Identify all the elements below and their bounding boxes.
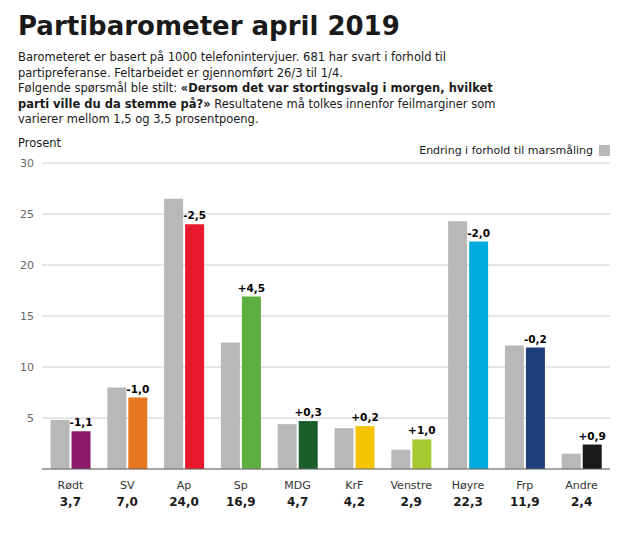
svg-text:Andre: Andre — [565, 478, 598, 491]
html-text:Følgende spørsmål ble stilt: «: Følgende spørsmål ble stilt: «Dersom det… — [18, 81, 493, 95]
svg-text:SV: SV — [120, 478, 135, 491]
svg-text:25: 25 — [20, 207, 34, 220]
svg-text:-1,1: -1,1 — [70, 416, 93, 428]
svg-text:5: 5 — [27, 411, 34, 424]
html-text:Prosent: Prosent — [18, 135, 62, 150]
html-text:Partibarometer april 2019: Partibarometer april 2019 — [18, 11, 400, 41]
svg-text:MDG: MDG — [284, 478, 311, 491]
svg-text:4,7: 4,7 — [287, 494, 308, 508]
html-text:varierer mellom 1,5 og 3,5 pro: varierer mellom 1,5 og 3,5 prosentpoeng. — [18, 112, 259, 126]
svg-text:2,4: 2,4 — [571, 494, 592, 508]
svg-text:22,3: 22,3 — [453, 494, 483, 508]
svg-text:2,9: 2,9 — [401, 494, 422, 508]
svg-text:15: 15 — [20, 309, 34, 322]
svg-text:-2,0: -2,0 — [467, 226, 490, 238]
svg-text:-1,0: -1,0 — [126, 382, 149, 394]
svg-text:Frp: Frp — [516, 478, 533, 491]
svg-text:Høyre: Høyre — [452, 478, 485, 491]
svg-text:30: 30 — [20, 156, 34, 169]
svg-text:Venstre: Venstre — [390, 478, 432, 491]
svg-text:Ap: Ap — [177, 478, 192, 491]
html-text:partipreferanse. Feltarbeidet: partipreferanse. Feltarbeidet er gjennom… — [18, 65, 343, 80]
svg-text:24,0: 24,0 — [169, 494, 199, 508]
svg-text:Sp: Sp — [234, 478, 248, 491]
svg-text:+4,5: +4,5 — [238, 281, 265, 293]
svg-text:7,0: 7,0 — [117, 494, 138, 508]
svg-text:+0,9: +0,9 — [579, 429, 606, 441]
svg-text:3,7: 3,7 — [60, 494, 81, 508]
svg-text:+0,3: +0,3 — [295, 406, 322, 418]
html-text:Endring i forhold til marsmåli: Endring i forhold til marsmåling — [419, 143, 593, 157]
html-text:parti ville du da stemme på?»: parti ville du da stemme på?» Resultaten… — [18, 96, 496, 111]
svg-text:16,9: 16,9 — [226, 494, 256, 508]
svg-text:-0,2: -0,2 — [524, 332, 547, 344]
svg-text:+0,2: +0,2 — [351, 411, 378, 423]
svg-text:11,9: 11,9 — [510, 494, 540, 508]
svg-text:20: 20 — [20, 258, 34, 271]
svg-text:4,2: 4,2 — [344, 494, 365, 508]
svg-text:KrF: KrF — [345, 478, 363, 491]
html-text:Barometeret er basert på 1000: Barometeret er basert på 1000 telefonint… — [18, 50, 446, 64]
svg-text:-2,5: -2,5 — [183, 209, 206, 221]
svg-text:+1,0: +1,0 — [408, 424, 435, 436]
svg-text:10: 10 — [20, 360, 34, 373]
svg-text:Rødt: Rødt — [58, 478, 84, 491]
